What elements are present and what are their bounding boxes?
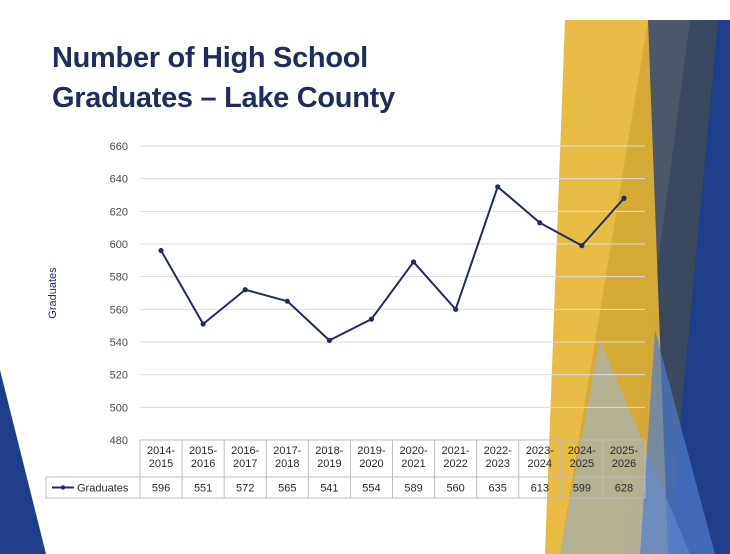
data-point — [326, 337, 332, 343]
x-tick-label: 2022-2023 — [484, 445, 512, 470]
x-tick-label: 2024-2025 — [568, 445, 596, 470]
y-tick-label: 660 — [110, 141, 128, 153]
data-table-value: 565 — [278, 483, 296, 495]
gold-right-band — [545, 20, 668, 554]
x-tick-label: 2017-2018 — [273, 445, 301, 470]
x-tick-label: 2020-2021 — [399, 445, 427, 470]
y-tick-label: 620 — [110, 206, 128, 218]
data-point — [200, 321, 206, 327]
gridlines — [140, 145, 645, 441]
data-table-value: 596 — [152, 483, 170, 495]
x-tick-label: 2019-2020 — [357, 445, 385, 470]
y-tick-label: 480 — [110, 435, 128, 447]
y-tick-label: 600 — [110, 239, 128, 251]
data-table-value: 541 — [320, 483, 338, 495]
data-table-value: 613 — [531, 483, 549, 495]
data-point — [158, 247, 164, 254]
x-tick-label: 2018-2019 — [315, 445, 343, 470]
y-tick-label: 520 — [110, 370, 128, 382]
legend-marker — [60, 485, 66, 490]
x-tick-label: 2015-2016 — [189, 445, 217, 470]
data-point — [579, 243, 585, 249]
data-point — [495, 184, 501, 190]
x-tick-label: 2021-2022 — [442, 445, 470, 470]
data-table: 2014-2015 2015-2016 2016-2017 2017-2018 2018… — [45, 439, 646, 499]
page-title: Number of High School Graduates – Lake C… — [52, 38, 522, 118]
y-tick-label: 640 — [110, 174, 128, 186]
data-table-value: 635 — [489, 483, 507, 495]
y-tick-label: 560 — [110, 304, 128, 316]
navy-left-corner — [0, 370, 46, 554]
title-line-1: Number of High School — [52, 42, 368, 74]
x-tick-label: 2016-2017 — [231, 445, 259, 470]
data-table-value: 551 — [194, 483, 212, 495]
x-tick-label: 2014-2015 — [147, 445, 175, 470]
data-point — [621, 195, 627, 201]
data-point — [368, 316, 375, 322]
title-line-2: Graduates – Lake County — [52, 82, 395, 114]
y-tick-label: 540 — [110, 337, 128, 349]
bright-blue-triangle — [640, 330, 715, 554]
data-point — [242, 287, 248, 293]
x-tick-label: 2023-2024 — [526, 445, 554, 470]
data-table-value: 554 — [362, 483, 380, 495]
data-point — [410, 259, 417, 265]
data-table-value: 589 — [404, 483, 422, 495]
data-table-value: 628 — [615, 483, 633, 495]
y-tick-label: 580 — [110, 272, 128, 284]
data-point — [537, 220, 543, 226]
y-axis-label: Graduates — [47, 267, 59, 319]
data-table-value: 560 — [446, 483, 464, 495]
x-tick-label: 2025-2026 — [610, 445, 638, 470]
data-point — [453, 306, 459, 312]
legend-label-graduates: Graduates — [77, 483, 129, 495]
data-point — [284, 298, 290, 304]
y-tick-label: 500 — [110, 402, 128, 414]
series-points — [158, 184, 627, 343]
series-line-graduates — [160, 185, 625, 342]
data-table-value: 572 — [236, 483, 254, 495]
data-table-value: 599 — [573, 483, 591, 495]
y-axis-ticks: 480 500 520 540 560 580 600 620 640 660 — [110, 141, 128, 447]
